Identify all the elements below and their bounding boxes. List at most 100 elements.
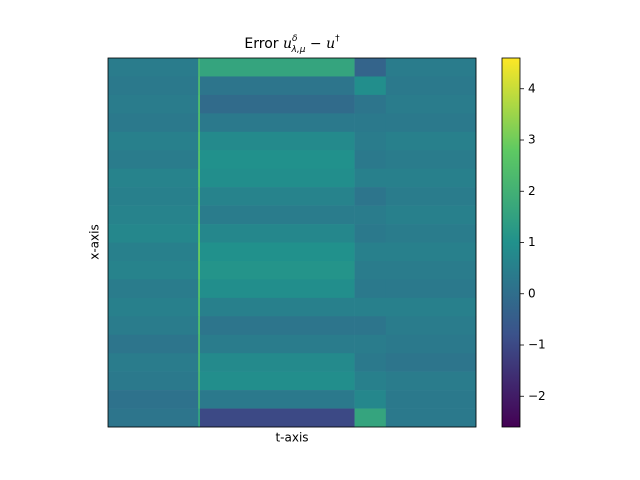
heatmap-cell [200, 224, 355, 243]
colorbar-tick-label: 0 [528, 286, 536, 300]
heatmap-cell [354, 131, 387, 151]
heatmap-cell [385, 131, 477, 151]
heatmap-cell [354, 58, 387, 77]
heatmap-cell [354, 353, 387, 372]
x-axis-label: t-axis [275, 431, 308, 445]
heatmap-cell [200, 316, 355, 336]
heatmap-cell [385, 113, 477, 133]
heatmap-cell [354, 94, 387, 114]
heatmap-cell [198, 353, 201, 372]
title-math: u [283, 36, 292, 52]
heatmap-cell [198, 113, 201, 133]
heatmap-cell [354, 224, 387, 243]
heatmap-cell [354, 260, 387, 280]
heatmap-cell [385, 205, 477, 225]
heatmap-cell [354, 279, 387, 299]
heatmap-cell [198, 408, 201, 428]
heatmap-cell [198, 334, 201, 354]
heatmap-cell [200, 297, 355, 317]
heatmap-cell [200, 371, 355, 391]
plot-frame [107, 57, 477, 428]
heatmap-cell [385, 334, 477, 354]
heatmap-cell [385, 390, 477, 409]
heatmap-cell [200, 353, 355, 372]
heatmap-cell [108, 94, 199, 114]
heatmap-cell [354, 316, 387, 336]
heatmap-cell [354, 334, 387, 354]
title-sup2: † [335, 34, 340, 44]
heatmap-cell [198, 390, 201, 409]
heatmap-cell [385, 408, 477, 428]
heatmap-cell [385, 58, 477, 77]
colorbar-tick-label: 2 [528, 184, 536, 198]
heatmap-cell [354, 150, 387, 169]
heatmap-cell [198, 187, 201, 206]
heatmap [108, 58, 477, 428]
colorbar-tick-label: 3 [528, 133, 536, 147]
heatmap-cell [200, 131, 355, 151]
heatmap-cell [198, 205, 201, 225]
heatmap-cell [108, 371, 199, 391]
heatmap-cell [198, 131, 201, 151]
heatmap-cell [354, 371, 387, 391]
heatmap-cell [198, 224, 201, 243]
heatmap-cell [354, 76, 387, 96]
heatmap-cell [108, 353, 199, 372]
colorbar-tick-label: −1 [528, 338, 546, 352]
heatmap-cell [385, 297, 477, 317]
heatmap-cell [108, 187, 199, 206]
heatmap-cell [200, 390, 355, 409]
heatmap-cell [108, 58, 199, 77]
heatmap-cell [198, 279, 201, 299]
heatmap-cell [198, 297, 201, 317]
heatmap-cell [385, 242, 477, 262]
heatmap-cell [198, 94, 201, 114]
heatmap-cell [200, 334, 355, 354]
heatmap-cell [200, 94, 355, 114]
heatmap-cell [385, 260, 477, 280]
heatmap-cell [385, 371, 477, 391]
colorbar-tick-label: 1 [528, 235, 536, 249]
heatmap-cell [200, 242, 355, 262]
colorbar-tick-label: −2 [528, 389, 546, 403]
heatmap-cell [108, 279, 199, 299]
heatmap-cell [108, 316, 199, 336]
heatmap-cell [108, 297, 199, 317]
heatmap-cell [385, 279, 477, 299]
heatmap-cell [198, 260, 201, 280]
heatmap-cell [200, 168, 355, 188]
heatmap-cell [354, 242, 387, 262]
heatmap-cell [385, 353, 477, 372]
heatmap-cell [198, 58, 201, 77]
heatmap-cell [108, 76, 199, 96]
heatmap-cell [108, 224, 199, 243]
heatmap-cell [200, 187, 355, 206]
heatmap-cell [200, 279, 355, 299]
heatmap-cell [385, 76, 477, 96]
heatmap-cell [198, 371, 201, 391]
heatmap-cell [385, 316, 477, 336]
heatmap-cell [108, 260, 199, 280]
colorbar-tick-label: 4 [528, 81, 536, 95]
heatmap-cell [198, 168, 201, 188]
heatmap-cell [108, 242, 199, 262]
heatmap-cell [354, 390, 387, 409]
heatmap-cell [108, 131, 199, 151]
heatmap-cell [200, 76, 355, 96]
heatmap-cell [200, 113, 355, 133]
heatmap-cell [108, 168, 199, 188]
heatmap-cell [354, 408, 387, 428]
title-rest: − u [310, 36, 335, 52]
heatmap-cell [354, 113, 387, 133]
heatmap-cell [108, 205, 199, 225]
heatmap-cell [385, 168, 477, 188]
heatmap-cell [200, 150, 355, 169]
colorbar [501, 57, 521, 428]
heatmap-cell [198, 242, 201, 262]
heatmap-cell [108, 113, 199, 133]
heatmap-cell [354, 168, 387, 188]
y-axis-label: x-axis [88, 224, 102, 259]
heatmap-cell [108, 150, 199, 169]
heatmap-cell [198, 150, 201, 169]
